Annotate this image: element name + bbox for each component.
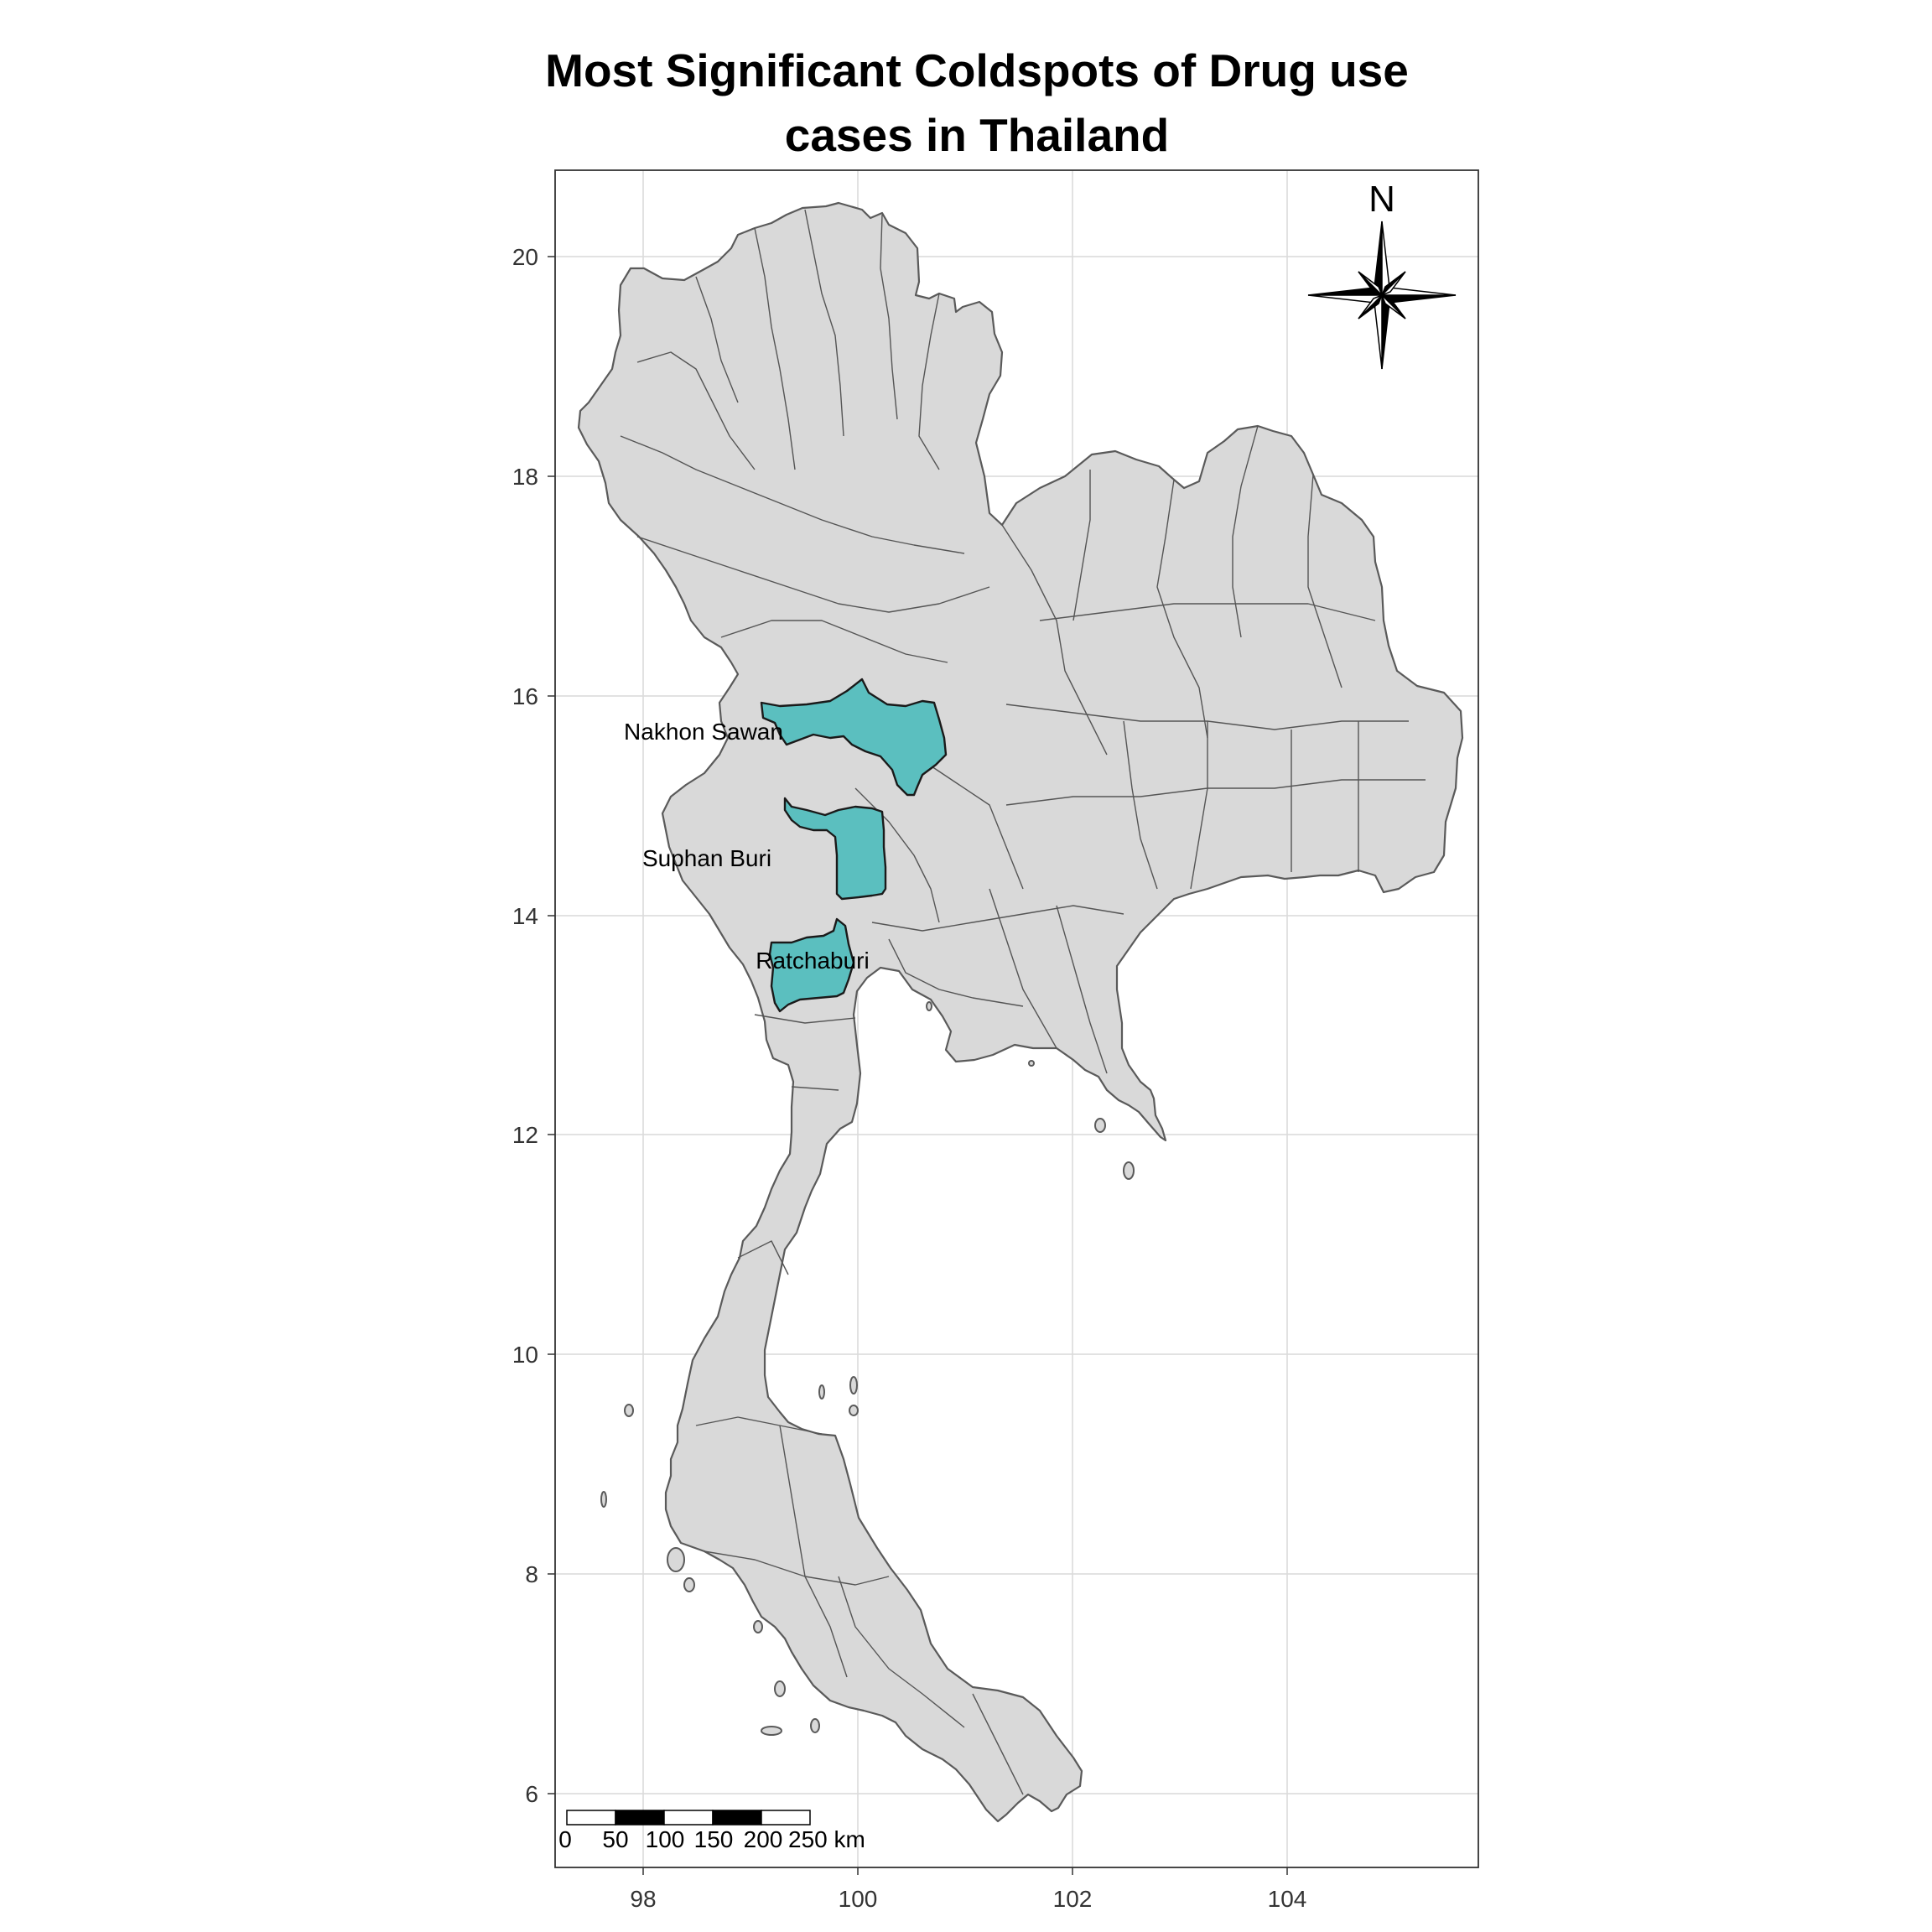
scale-label-0: 0	[558, 1826, 572, 1852]
x-tick-102: 102	[1053, 1886, 1093, 1912]
scale-segment-2	[615, 1810, 665, 1826]
scale-segment-4	[712, 1810, 762, 1826]
region-nakhon-sawan[interactable]	[760, 678, 948, 797]
axis-ticks	[548, 256, 1288, 1875]
province-borders	[620, 209, 1426, 1795]
north-label: N	[1368, 179, 1395, 220]
region-ratchaburi[interactable]	[768, 917, 855, 1013]
y-tick-16: 16	[512, 683, 538, 709]
scale-label-200: 200	[744, 1826, 783, 1852]
y-tick-14: 14	[512, 903, 538, 929]
thailand-land	[577, 201, 1464, 1823]
y-tick-10: 10	[512, 1342, 538, 1368]
scale-label-150: 150	[694, 1826, 734, 1852]
scale-label-50: 50	[602, 1826, 628, 1852]
chart-title-line2: cases in Thailand	[785, 109, 1170, 161]
scale-label-100: 100	[646, 1826, 685, 1852]
x-tick-98: 98	[630, 1886, 656, 1912]
y-tick-8: 8	[525, 1561, 538, 1587]
compass-rose-icon: N	[1307, 179, 1457, 370]
islands	[600, 1001, 1135, 1736]
scale-label-250km: 250 km	[788, 1826, 865, 1852]
y-tick-12: 12	[512, 1122, 538, 1148]
scale-segment-5	[761, 1810, 811, 1826]
scale-bar: 0 50 100 150 200 250 km	[558, 1810, 865, 1852]
x-tick-104: 104	[1268, 1886, 1307, 1912]
region-suphan-buri[interactable]	[783, 797, 887, 901]
y-tick-20: 20	[512, 244, 538, 270]
chart-title-line1: Most Significant Coldspots of Drug use	[545, 44, 1409, 96]
label-ratchaburi: Ratchaburi	[756, 948, 869, 974]
scale-segment-1	[566, 1810, 616, 1826]
label-suphan-buri: Suphan Buri	[642, 845, 771, 871]
scale-segment-3	[663, 1810, 714, 1826]
x-tick-100: 100	[839, 1886, 878, 1912]
plot-panel-border	[554, 169, 1479, 1868]
label-nakhon-sawan: Nakhon Sawan	[624, 719, 783, 745]
y-tick-18: 18	[512, 464, 538, 490]
y-tick-6: 6	[525, 1781, 538, 1807]
